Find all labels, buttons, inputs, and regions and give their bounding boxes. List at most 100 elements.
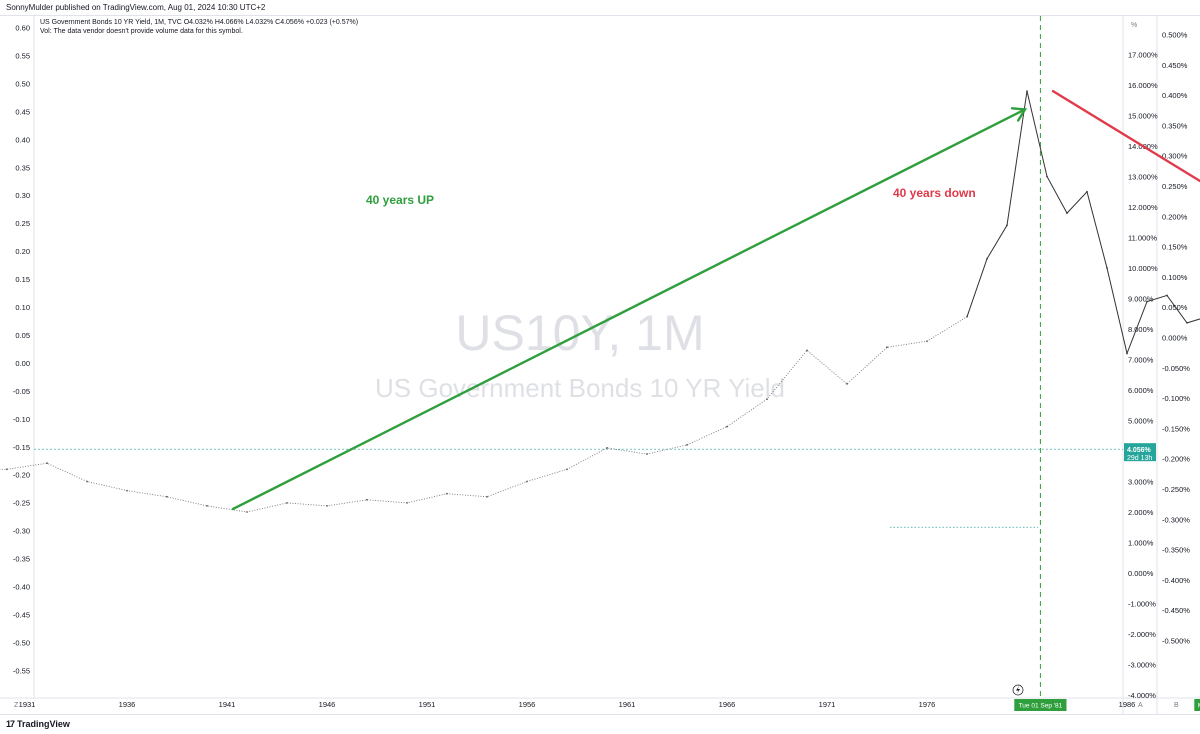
left-tick-label: -0.35 — [13, 555, 30, 564]
flash-icon[interactable] — [1012, 684, 1024, 696]
time-axis: 1931 1936 1941 1946 1951 1956 1961 1966 1971 1976… — [19, 700, 1136, 709]
right-tick-label: 10.000% — [1128, 264, 1158, 273]
z-axis-toggle[interactable]: Z — [14, 702, 19, 709]
data-point — [806, 349, 808, 352]
footer-bar: 17 TradingView — [0, 714, 1200, 734]
time-tick-label: 1961 — [619, 700, 636, 709]
right-tick-label: 6.000% — [1128, 386, 1154, 395]
countdown-value: 29d 13h — [1127, 455, 1152, 462]
left-tick-label: 0.25 — [15, 219, 30, 228]
right-tick-label: -4.000% — [1128, 691, 1156, 700]
tradingview-logo[interactable]: 17 TradingView — [6, 719, 70, 729]
right-tick-label: 9.000% — [1128, 295, 1154, 304]
right-tick-label: 17.000% — [1128, 51, 1158, 60]
watermark-name: US Government Bonds 10 YR Yield — [375, 373, 785, 403]
annotation-40-years-up: 40 years UP — [366, 193, 434, 207]
secondary-tick-label: 0.400% — [1162, 91, 1188, 100]
time-tick-label: 1941 — [219, 700, 236, 709]
right-axis-secondary: 0.500% 0.450% 0.400% 0.350% 0.300% 0.250% 0.20… — [1162, 31, 1190, 646]
left-axis: 0.60 0.55 0.50 0.45 0.40 0.35 0.30 0.25 0.20 0.15… — [13, 24, 30, 676]
time-tick-label: 1931 — [19, 700, 36, 709]
left-tick-label: 0.20 — [15, 247, 30, 256]
left-tick-label: 0.50 — [15, 79, 30, 88]
left-tick-label: -0.40 — [13, 583, 30, 592]
right-tick-label: 16.000% — [1128, 81, 1158, 90]
left-tick-label: -0.15 — [13, 443, 30, 452]
right-tick-label: 1.000% — [1128, 539, 1154, 548]
publisher-bar: SonnyMulder published on TradingView.com… — [0, 0, 1200, 16]
right-tick-label: 11.000% — [1128, 234, 1157, 243]
time-tick-label: 1966 — [719, 700, 736, 709]
time-tick-label: 1956 — [519, 700, 536, 709]
date-marker-label: Tue 01 Sep '81 — [1019, 703, 1063, 710]
right-tick-label: -2.000% — [1128, 630, 1156, 639]
symbol-legend: US Government Bonds 10 YR Yield, 1M, TVC… — [40, 18, 358, 36]
series-line-modern — [966, 90, 1200, 356]
price-chart[interactable]: US10Y, 1M US Government Bonds 10 YR Yiel… — [0, 16, 1200, 714]
symbol-info: US Government Bonds 10 YR Yield, 1M, TVC… — [40, 19, 359, 26]
yield-series — [0, 90, 1200, 513]
left-tick-label: -0.55 — [13, 666, 30, 675]
right-tick-label: 2.000% — [1128, 508, 1154, 517]
date-marker-badge — [1014, 699, 1067, 711]
current-price-value: 4.056% — [1127, 447, 1152, 454]
buy-sell-toggle[interactable]: B — [1174, 702, 1179, 709]
left-tick-label: 0.60 — [15, 24, 30, 33]
right-tick-label: 0.000% — [1128, 569, 1154, 578]
secondary-tick-label: -0.100% — [1162, 394, 1190, 403]
secondary-tick-label: 0.500% — [1162, 31, 1188, 40]
secondary-tick-label: 0.350% — [1162, 121, 1188, 130]
left-tick-label: -0.25 — [13, 499, 30, 508]
left-tick-label: 0.05 — [15, 331, 30, 340]
time-tick-label: 1976 — [919, 700, 936, 709]
percent-unit: % — [1131, 22, 1137, 29]
trend-arrow-line — [231, 108, 1027, 511]
data-point — [166, 495, 168, 498]
auto-scale-toggle[interactable]: A — [1138, 702, 1143, 709]
trend-arrows — [231, 89, 1200, 511]
secondary-tick-label: -0.400% — [1162, 576, 1190, 585]
secondary-tick-label: -0.200% — [1162, 455, 1190, 464]
publisher-text: SonnyMulder published on TradingView.com… — [6, 3, 266, 12]
right-tick-label: 5.000% — [1128, 417, 1154, 426]
right-tick-label: 8.000% — [1128, 325, 1154, 334]
secondary-tick-label: -0.350% — [1162, 546, 1190, 555]
left-tick-label: 0.55 — [15, 51, 30, 60]
right-tick-label: -3.000% — [1128, 661, 1156, 670]
left-tick-label: 0.45 — [15, 107, 30, 116]
left-tick-label: 0.30 — [15, 191, 30, 200]
secondary-tick-label: 0.450% — [1162, 61, 1188, 70]
left-tick-label: 0.10 — [15, 303, 30, 312]
secondary-tick-label: -0.050% — [1162, 364, 1190, 373]
time-tick-label: 1936 — [119, 700, 136, 709]
trend-arrow-head — [1010, 107, 1028, 122]
left-tick-label: -0.30 — [13, 527, 30, 536]
right-tick-label: 13.000% — [1128, 173, 1158, 182]
secondary-tick-label: 0.300% — [1162, 152, 1188, 161]
time-tick-label: 1971 — [819, 700, 836, 709]
secondary-tick-label: 0.050% — [1162, 303, 1188, 312]
time-tick-label: 1946 — [319, 700, 336, 709]
left-tick-label: -0.50 — [13, 638, 30, 647]
right-tick-label: 12.000% — [1128, 203, 1158, 212]
annotation-40-years-down: 40 years down — [893, 186, 976, 200]
secondary-tick-label: -0.300% — [1162, 515, 1190, 524]
right-tick-label: 15.000% — [1128, 112, 1158, 121]
left-tick-label: 0.00 — [15, 359, 30, 368]
vertical-markers: Tue 01 Sep '81Mon 03 Sep '90Mon 03 Jan '… — [1014, 16, 1200, 711]
secondary-tick-label: 0.250% — [1162, 182, 1188, 191]
secondary-tick-label: -0.150% — [1162, 424, 1190, 433]
time-tick-label: 1986 — [1119, 700, 1136, 709]
series-line-early — [0, 316, 968, 513]
right-tick-label: 7.000% — [1128, 356, 1154, 365]
tv-logo-icon: 17 — [6, 719, 15, 729]
secondary-tick-label: -0.250% — [1162, 485, 1190, 494]
left-tick-label: -0.10 — [13, 415, 30, 424]
left-tick-label: 0.40 — [15, 135, 30, 144]
right-tick-label: 3.000% — [1128, 478, 1154, 487]
secondary-tick-label: 0.150% — [1162, 243, 1188, 252]
secondary-tick-label: 0.100% — [1162, 273, 1188, 282]
left-tick-label: -0.05 — [13, 387, 30, 396]
current-price-tag: 4.056% 29d 13h — [1124, 443, 1156, 462]
trend-arrow-line — [1051, 89, 1200, 183]
